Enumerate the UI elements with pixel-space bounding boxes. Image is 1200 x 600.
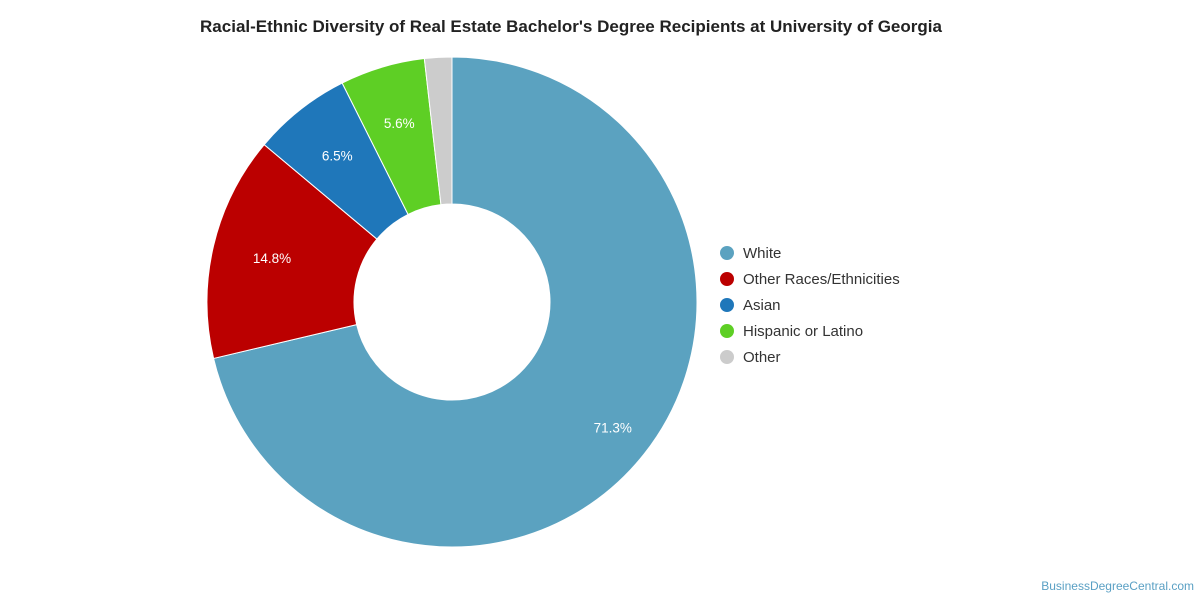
legend-item[interactable]: Other Races/Ethnicities (720, 266, 900, 292)
slice-value-label: 6.5% (322, 148, 353, 163)
donut-slice-other-races-ethnicities[interactable] (206, 143, 378, 360)
legend-label: Asian (743, 296, 781, 314)
donut-slice-white[interactable] (212, 56, 698, 548)
legend-item[interactable]: Asian (720, 292, 900, 318)
slice-value-label: 71.3% (594, 421, 632, 436)
legend-swatch (720, 272, 734, 286)
slice-value-label: 5.6% (384, 116, 415, 131)
legend-label: Other (743, 348, 781, 366)
legend-label: Other Races/Ethnicities (743, 270, 900, 288)
site-watermark[interactable]: BusinessDegreeCentral.com (1041, 579, 1194, 593)
legend-label: Hispanic or Latino (743, 322, 864, 340)
legend-item[interactable]: Other (720, 344, 900, 370)
donut-slice-other[interactable] (423, 56, 453, 206)
legend-label: White (743, 244, 782, 262)
legend-swatch (720, 246, 734, 260)
chart-title: Racial-Ethnic Diversity of Real Estate B… (200, 17, 942, 36)
slice-value-label: 14.8% (253, 251, 291, 266)
legend-item[interactable]: White (720, 240, 900, 266)
chart-legend: White Other Races/Ethnicities Asian Hispani… (720, 240, 900, 370)
legend-swatch (720, 350, 734, 364)
legend-swatch (720, 324, 734, 338)
legend-item[interactable]: Hispanic or Latino (720, 318, 900, 344)
legend-swatch (720, 298, 734, 312)
